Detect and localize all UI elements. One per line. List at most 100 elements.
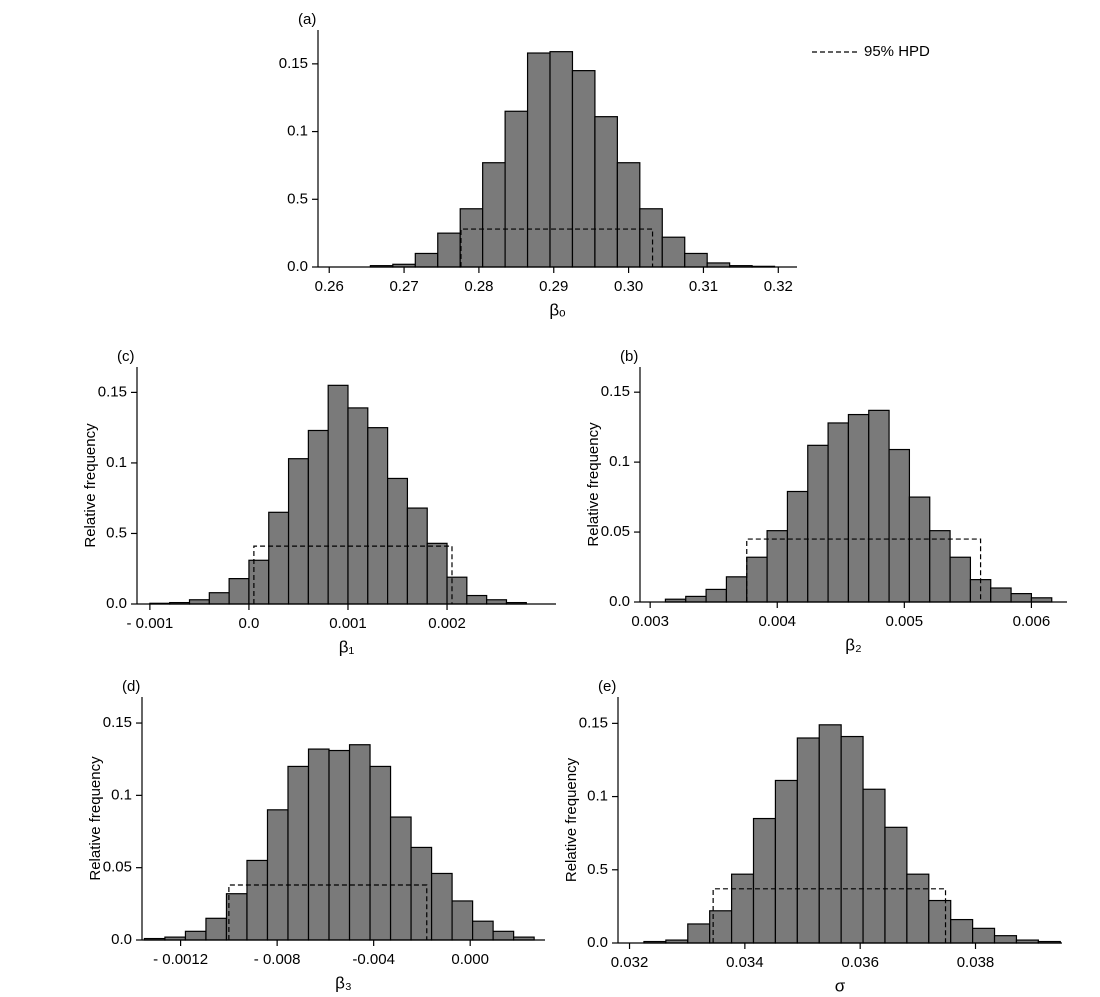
bar	[594, 116, 618, 268]
x-axis-title: σ	[835, 976, 846, 995]
panel-label: (b)	[620, 348, 638, 365]
bar	[993, 935, 1018, 944]
bar	[840, 735, 864, 944]
hpd-interval	[746, 538, 982, 602]
y-axis-title: Relative frequency	[82, 423, 99, 548]
bar	[687, 923, 711, 944]
bar	[827, 422, 850, 603]
bar	[786, 490, 809, 603]
bar	[862, 788, 886, 944]
bar	[387, 477, 409, 605]
bar	[949, 556, 972, 603]
y-tick-label: 0.0	[106, 595, 127, 612]
y-tick-label: 0.15	[279, 55, 308, 72]
y-tick-label: 0.1	[111, 786, 132, 803]
x-axis-title: β₂	[845, 635, 861, 654]
y-tick-label: 0.0	[587, 934, 608, 951]
bar	[774, 779, 798, 944]
bar	[466, 594, 488, 605]
y-tick-label: 0.05	[601, 523, 630, 540]
y-tick-label: 0.15	[98, 383, 127, 400]
x-tick-label: 0.001	[329, 615, 367, 632]
bar	[205, 917, 228, 941]
x-tick-label: - 0.0012	[153, 951, 208, 968]
x-axis-title: βₒ	[549, 300, 565, 319]
x-tick-label: 0.032	[611, 954, 649, 971]
panel-label: (d)	[122, 678, 140, 695]
legend-label: 95% HPD	[864, 43, 930, 60]
x-tick-label: 0.29	[539, 278, 568, 295]
bar	[990, 587, 1012, 603]
bar	[796, 737, 820, 944]
bar	[184, 930, 207, 941]
bar	[406, 507, 428, 605]
bar	[807, 444, 829, 603]
x-axis-title: β₃	[335, 973, 352, 992]
bar	[685, 595, 707, 603]
bar	[437, 232, 461, 268]
y-tick-label: 0.1	[609, 453, 630, 470]
bar	[725, 576, 748, 603]
bar	[268, 511, 290, 605]
bar	[504, 110, 529, 268]
bar	[410, 846, 433, 941]
bar	[348, 744, 371, 941]
bar	[661, 236, 686, 268]
bar	[928, 899, 952, 944]
bar	[446, 576, 468, 605]
bar	[228, 578, 250, 605]
bar	[426, 542, 448, 605]
bar	[526, 52, 551, 268]
x-tick-label: 0.000	[451, 951, 489, 968]
y-tick-label: 0.0	[111, 931, 132, 948]
y-tick-label: 0.15	[601, 383, 630, 400]
bar	[208, 592, 230, 605]
x-tick-label: 0.0	[239, 615, 260, 632]
bar	[888, 448, 911, 603]
bar	[549, 51, 574, 268]
bar	[246, 859, 269, 941]
hpd-interval	[712, 888, 947, 943]
y-tick-label: 0.05	[103, 859, 132, 876]
bar	[616, 162, 641, 268]
y-axis-title: Relative frequency	[585, 422, 602, 547]
bar	[482, 162, 506, 268]
bar	[328, 749, 351, 941]
bar	[571, 70, 596, 268]
bar	[451, 900, 474, 941]
bar	[639, 208, 663, 268]
y-axis-title: Relative frequency	[87, 756, 104, 881]
panel-label: (a)	[298, 11, 316, 28]
panel-label: (e)	[598, 678, 616, 695]
y-tick-label: 0.0	[287, 258, 308, 275]
x-tick-label: 0.036	[841, 954, 879, 971]
y-tick-label: 0.5	[106, 524, 127, 541]
bar	[766, 530, 789, 603]
panel-label: (c)	[117, 348, 135, 365]
y-tick-label: 0.5	[287, 190, 308, 207]
bar	[884, 826, 908, 944]
bar	[752, 817, 777, 944]
x-tick-label: 0.30	[614, 278, 643, 295]
y-axis-title: Relative frequency	[563, 757, 580, 882]
x-tick-label: -0.004	[352, 951, 395, 968]
bar	[1010, 593, 1033, 603]
bar	[929, 530, 951, 603]
y-tick-label: 0.1	[106, 454, 127, 471]
bar	[847, 413, 870, 603]
bar	[684, 252, 708, 268]
bar	[347, 407, 369, 605]
bar	[248, 559, 270, 605]
x-tick-label: 0.038	[957, 954, 995, 971]
bar	[430, 872, 453, 941]
x-tick-label: 0.006	[1013, 613, 1051, 630]
hpd-interval	[253, 545, 453, 604]
x-tick-label: 0.26	[315, 278, 344, 295]
bar	[1030, 597, 1053, 603]
bar	[868, 409, 890, 603]
bar	[818, 724, 842, 944]
bar	[225, 893, 248, 941]
x-tick-label: 0.28	[464, 278, 493, 295]
